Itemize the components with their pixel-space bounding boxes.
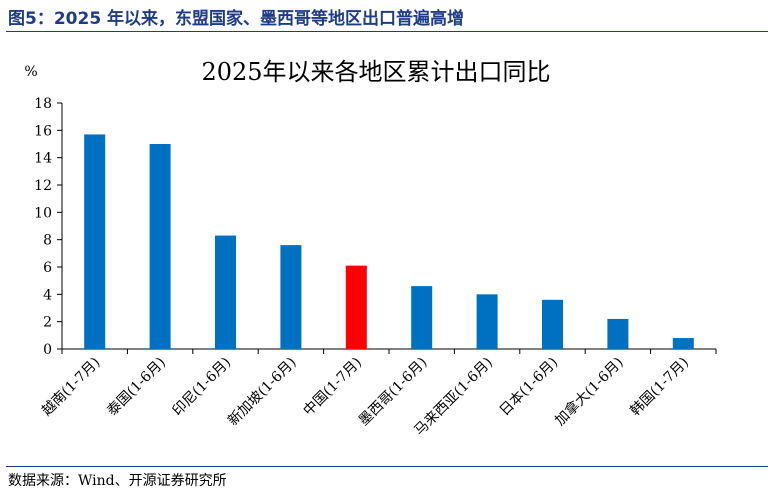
bar [607, 318, 629, 349]
bar [476, 294, 498, 349]
figure-caption: 图5：2025 年以来，东盟国家、墨西哥等地区出口普遍高增 [8, 9, 465, 29]
chart-title: 2025年以来各地区累计出口同比 [201, 58, 550, 86]
bar [84, 134, 106, 349]
y-axis-unit: % [24, 64, 37, 80]
y-tick-label: 8 [43, 233, 52, 249]
x-tick-labels: 越南(1-7月) 泰国(1-6月) 印尼(1-6月)新加坡(1-6月) 中国(1-7月… [39, 354, 692, 439]
y-tick-label: 16 [34, 123, 52, 139]
x-tick-label: 韩国(1-7月) [627, 355, 692, 420]
x-tick-label: 泰国(1-6月) [104, 355, 169, 420]
x-tick-label: 中国(1-7月) [300, 355, 365, 420]
y-tick-label: 2 [43, 315, 52, 331]
x-tick-label: 越南(1-7月) [39, 355, 104, 420]
bar [345, 265, 367, 349]
bar [280, 245, 302, 349]
y-tick-label: 12 [34, 178, 52, 194]
x-tick-label: 墨西哥(1-6月) [356, 355, 431, 430]
bars [84, 134, 694, 349]
x-tick-label: 印尼(1-6月) [170, 355, 235, 420]
y-tick-label: 4 [43, 287, 52, 303]
bar [215, 235, 236, 349]
x-tick-label: 日本(1-6月) [497, 355, 562, 420]
x-tick-label: 新加坡(1-6月) [225, 355, 300, 430]
header-rule [6, 31, 768, 32]
bar [149, 144, 171, 349]
data-source: 数据来源：Wind、开源证券研究所 [8, 473, 227, 489]
y-tick-label: 0 [43, 342, 52, 358]
axes: 0 2 4 6 8 10 12 14 16 18 [34, 96, 717, 358]
y-tick-label: 6 [43, 260, 52, 276]
footer-rule [6, 466, 768, 467]
y-tick-label: 14 [34, 151, 52, 167]
x-tick-label: 加拿大(1-6月) [551, 354, 626, 429]
y-tick-label: 18 [34, 96, 52, 112]
bar [672, 338, 694, 349]
bar-chart: 2025年以来各地区累计出口同比 % 0 2 4 6 8 10 12 14 16 18 越南(1-… [24, 58, 717, 439]
bar [542, 299, 563, 349]
bar [411, 286, 433, 349]
y-tick-label: 10 [34, 205, 52, 221]
